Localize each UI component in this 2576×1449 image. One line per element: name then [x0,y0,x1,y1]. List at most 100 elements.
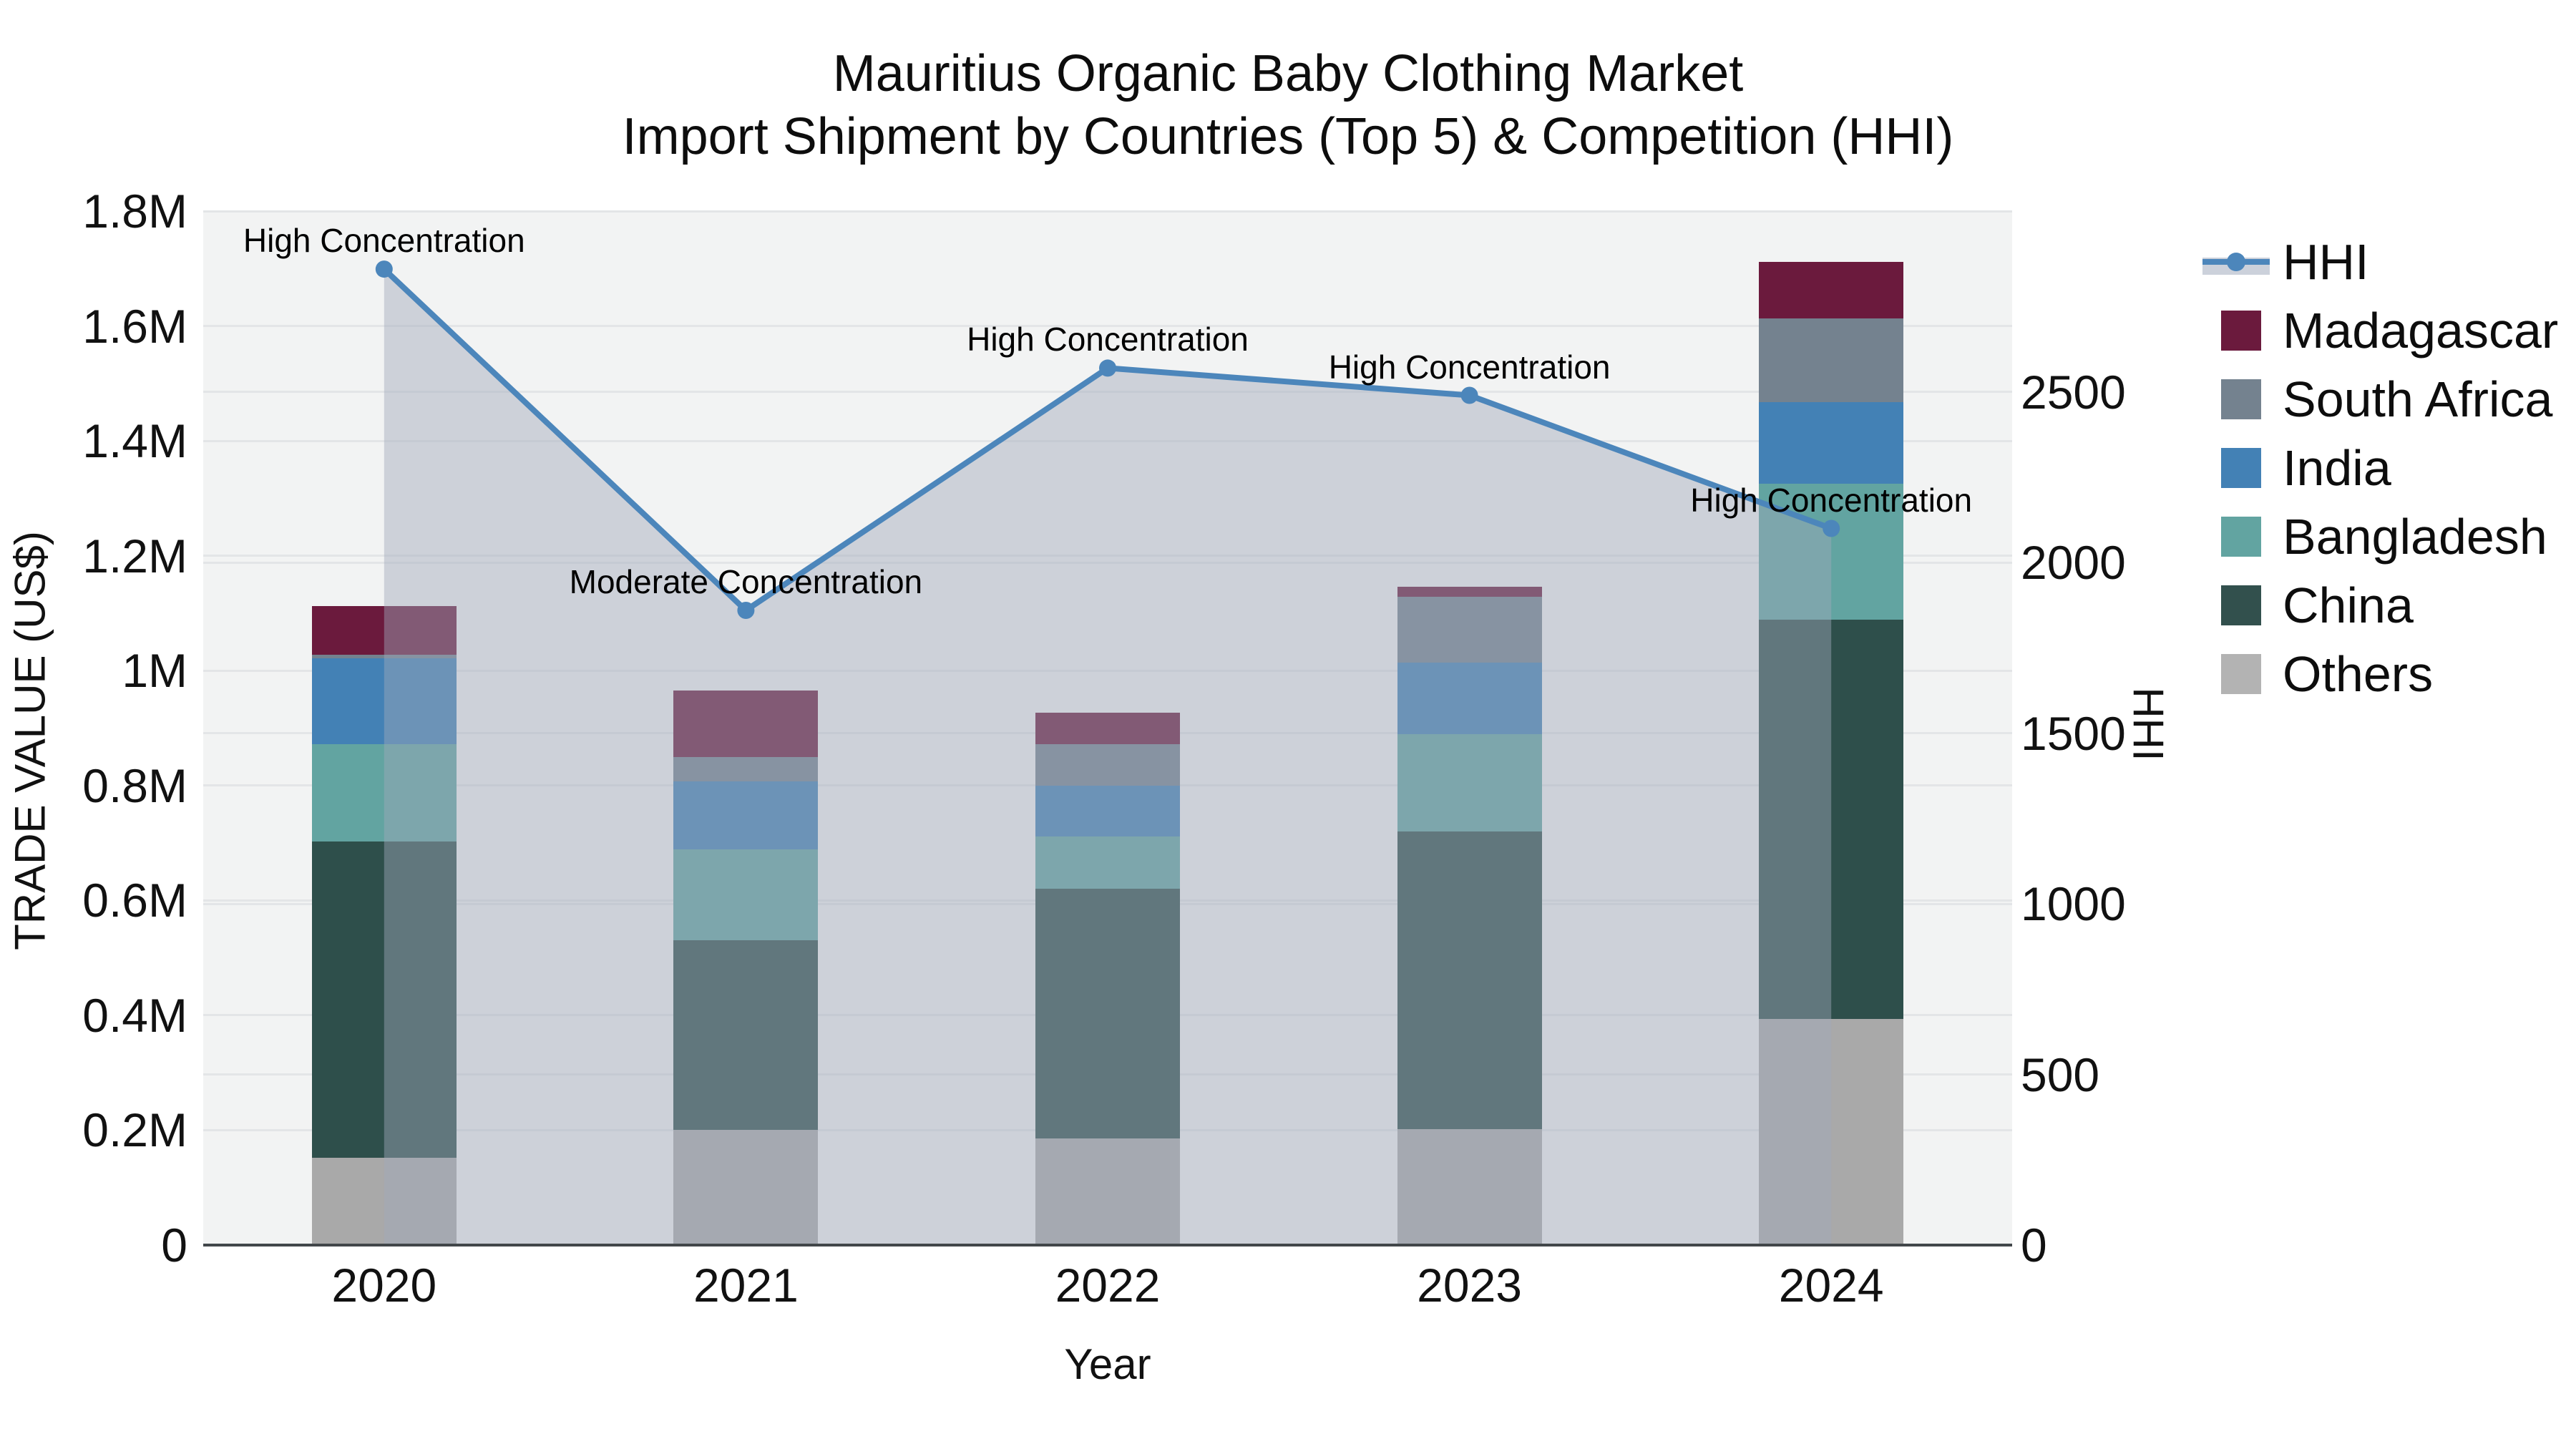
annotation-2020: High Concentration [243,222,525,260]
y-left-tick: 0.2M [82,1103,187,1157]
hhi-marker-swatch [2227,253,2245,271]
gridline [203,391,2012,394]
legend-item-india[interactable]: India [2202,439,2391,497]
bar-segment-china[interactable] [1397,831,1542,1129]
y-right-tick: 0 [2021,1219,2047,1272]
gridline [203,555,2012,557]
legend-label: South Africa [2283,371,2553,427]
annotation-2024: High Concentration [1690,481,1973,519]
bar-segment-china[interactable] [311,841,457,1158]
bar-segment-madagascar[interactable] [1035,712,1180,744]
hhi-line-overlay [203,211,2012,1246]
bar-2023 [1397,211,1542,1245]
bar-segment-india[interactable] [673,781,819,850]
bar-segment-china[interactable] [1759,619,1904,1019]
x-tick-2021: 2021 [693,1259,799,1312]
y-left-tick: 1.8M [82,185,187,238]
annotation-2021: Moderate Concentration [569,562,923,600]
y-right-tick: 1500 [2021,706,2126,760]
legend-swatch [2221,654,2261,694]
legend-label: India [2283,440,2391,496]
bar-segment-madagascar[interactable] [1759,261,1904,319]
y-left-tick: 1M [122,644,187,698]
y-right-tick: 2500 [2021,365,2126,419]
y-right-tick: 1000 [2021,877,2126,931]
y-left-tick: 1.2M [82,529,187,582]
legend-item-bangladesh[interactable]: Bangladesh [2202,508,2547,565]
bar-segment-bangladesh[interactable] [1759,484,1904,620]
hhi-marker[interactable] [1823,519,1840,537]
legend-swatch [2221,448,2261,488]
legend-label: Others [2283,646,2434,702]
bar-segment-madagascar[interactable] [311,606,457,655]
plot-area: High Concentration Moderate Concentration… [203,210,2012,1246]
bar-segment-china[interactable] [673,940,819,1131]
hhi-marker[interactable] [737,602,755,619]
bar-segment-bangladesh[interactable] [1035,836,1180,889]
bar-2024 [1759,211,1904,1245]
bar-segment-bangladesh[interactable] [311,743,457,842]
y-right-tick: 500 [2021,1048,2100,1101]
legend-label: HHI [2283,234,2369,290]
legend-item-china[interactable]: China [2202,577,2414,634]
y-left-tick: 0.4M [82,988,187,1042]
legend-item-hhi[interactable]: HHI [2202,233,2369,291]
bar-segment-south-africa[interactable] [1397,597,1542,663]
x-axis-title: Year [1064,1340,1151,1388]
bar-segment-south-africa[interactable] [311,655,457,658]
gridline [203,325,2012,328]
chart-subtitle: Import Shipment by Countries (Top 5) & C… [622,108,1954,165]
annotation-2023: High Concentration [1328,348,1611,386]
x-tick-2024: 2024 [1778,1259,1884,1312]
gridline [203,669,2012,672]
y-left-tick: 1.4M [82,414,187,468]
legend-swatch [2221,311,2261,351]
bar-segment-india[interactable] [1035,786,1180,837]
hhi-marker[interactable] [1460,386,1478,404]
gridline [203,439,2012,442]
bar-segment-others[interactable] [673,1130,819,1245]
bar-2022 [1035,211,1180,1245]
chart-title: Mauritius Organic Baby Clothing Market [832,45,1744,102]
bar-segment-india[interactable] [1759,402,1904,484]
legend-item-south-africa[interactable]: South Africa [2202,371,2552,428]
x-tick-2020: 2020 [331,1259,437,1312]
bar-segment-south-africa[interactable] [673,756,819,781]
y-left-tick: 0 [161,1219,187,1272]
x-tick-2023: 2023 [1417,1259,1523,1312]
legend-label: China [2283,577,2414,633]
legend-item-madagascar[interactable]: Madagascar [2202,302,2558,359]
hhi-marker[interactable] [375,260,393,278]
bar-segment-india[interactable] [1397,663,1542,734]
bar-segment-bangladesh[interactable] [1397,733,1542,831]
bar-segment-others[interactable] [1759,1018,1904,1245]
legend-swatch [2221,379,2261,419]
y-left-tick: 1.6M [82,299,187,353]
bar-segment-south-africa[interactable] [1759,318,1904,403]
bar-2020 [311,211,457,1245]
bar-segment-madagascar[interactable] [673,690,819,757]
legend-swatch [2221,517,2261,557]
bar-segment-others[interactable] [1397,1128,1542,1245]
bar-segment-india[interactable] [311,658,457,744]
y-left-tick: 0.8M [82,758,187,812]
bar-segment-bangladesh[interactable] [673,849,819,940]
legend-label: Bangladesh [2283,509,2547,565]
y-axis-title-right: HHI [2124,687,2172,761]
bar-2021 [673,211,819,1245]
hhi-marker[interactable] [1099,359,1116,377]
y-left-tick: 0.6M [82,874,187,927]
hhi-area-fill [384,269,1832,1246]
legend-label: Madagascar [2283,303,2559,358]
bar-segment-madagascar[interactable] [1397,586,1542,597]
gridline [203,561,2012,564]
x-axis-line [203,1244,2012,1246]
bar-segment-south-africa[interactable] [1035,743,1180,786]
bar-segment-china[interactable] [1035,889,1180,1138]
bar-segment-others[interactable] [1035,1138,1180,1245]
legend-item-others[interactable]: Others [2202,645,2433,703]
x-tick-2022: 2022 [1055,1259,1161,1312]
bar-segment-others[interactable] [311,1157,457,1245]
y-right-tick: 2000 [2021,536,2126,590]
